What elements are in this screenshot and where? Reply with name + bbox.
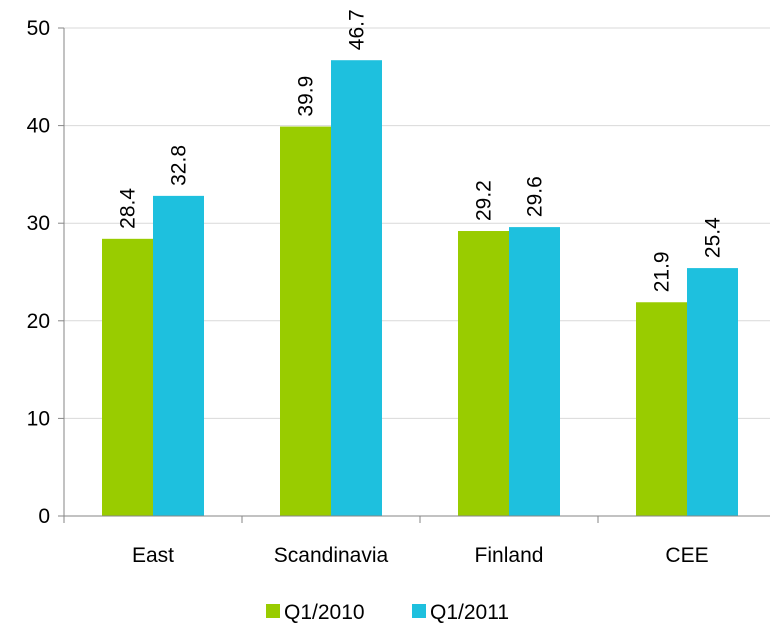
y-tick-label: 10: [27, 407, 50, 430]
legend-swatch: [266, 604, 280, 618]
bar-q1-2011: [331, 60, 382, 516]
x-tick-label: Scandinavia: [274, 544, 389, 567]
data-label: 32.8: [168, 145, 191, 186]
bar-q1-2010: [280, 126, 331, 517]
y-tick-label: 40: [27, 115, 50, 138]
data-label: 29.2: [473, 180, 496, 221]
y-tick-label: 0: [38, 505, 50, 528]
y-tick-label: 50: [27, 17, 50, 40]
y-tick-label: 30: [27, 212, 50, 235]
y-tick-label: 20: [27, 310, 50, 333]
bar-q1-2011: [509, 227, 560, 516]
legend-label: Q1/2011: [430, 601, 509, 624]
data-label: 29.6: [524, 176, 547, 217]
bar-q1-2010: [102, 238, 153, 517]
data-label: 46.7: [346, 9, 369, 50]
bar-q1-2010: [458, 231, 509, 516]
data-label: 28.4: [117, 188, 140, 229]
data-label: 25.4: [702, 217, 725, 258]
x-tick-label: East: [132, 544, 174, 567]
bar-q1-2011: [153, 195, 204, 516]
x-tick-label: Finland: [475, 544, 544, 567]
x-tick-label: CEE: [665, 544, 708, 567]
bars: [102, 60, 738, 517]
legend-label: Q1/2010: [284, 601, 365, 624]
bar-q1-2010: [636, 302, 687, 516]
data-label: 39.9: [295, 76, 318, 117]
bar-q1-2011: [687, 268, 738, 516]
value-labels: 28.4 32.8 39.9 46.7 29.2 29.6 21.9 25.4: [117, 9, 725, 292]
data-label: 21.9: [651, 251, 674, 292]
legend: Q1/2010 Q1/2011: [266, 601, 509, 624]
legend-swatch: [412, 604, 426, 618]
axes: 0 10 20 30 40 50 East Scandinavia Finland CEE: [27, 17, 770, 567]
